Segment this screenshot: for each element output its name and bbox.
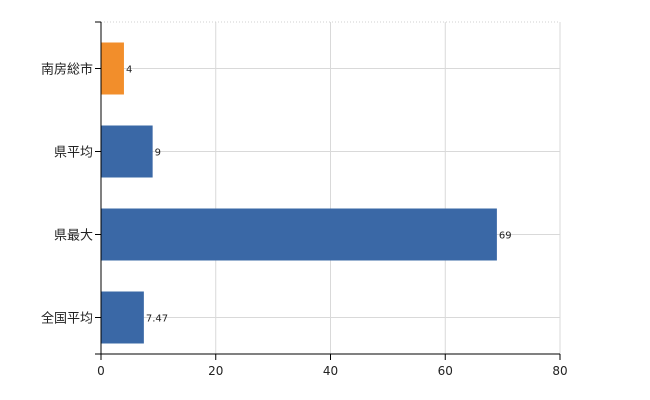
x-tick-label-3: 60 xyxy=(438,364,453,378)
x-tick-label-2: 40 xyxy=(323,364,338,378)
data-label-0: 4 xyxy=(126,65,132,76)
data-label-2: 69 xyxy=(499,231,512,242)
bar-2 xyxy=(101,208,497,261)
category-label-0: 南房総市 xyxy=(41,62,93,78)
x-tick-label-4: 80 xyxy=(552,364,567,378)
bar-3 xyxy=(101,291,144,344)
bars xyxy=(101,42,497,344)
bar-1 xyxy=(101,125,153,178)
x-tick-label-1: 20 xyxy=(208,364,223,378)
category-label-3: 全国平均 xyxy=(41,311,93,327)
x-tick-label-0: 0 xyxy=(97,364,105,378)
data-label-1: 9 xyxy=(155,148,161,159)
grid xyxy=(101,21,561,354)
bar-0 xyxy=(101,42,124,95)
axes xyxy=(95,21,561,360)
data-label-3: 7.47 xyxy=(146,314,168,325)
category-label-2: 県最大 xyxy=(54,229,93,244)
category-label-1: 県平均 xyxy=(54,146,93,161)
